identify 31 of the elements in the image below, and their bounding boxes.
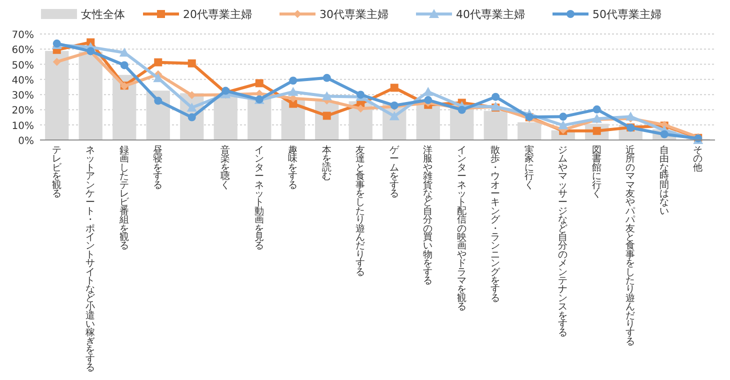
legend-label: 20代専業主婦 [183, 8, 252, 21]
x-tick-label: 昼寝をする [153, 145, 164, 191]
y-tick-label: 70% [12, 30, 34, 41]
x-tick-label: 音楽を聴く [220, 144, 231, 191]
y-tick-label: 30% [12, 90, 34, 102]
x-tick-label: 趣味をする [288, 144, 298, 191]
legend-label: 女性全体 [81, 8, 125, 21]
x-tick-label: 本を読む [322, 144, 332, 182]
x-tick-label: 実家に行く [524, 144, 534, 191]
category-label: 録画したテレビ番組を観る [119, 145, 130, 252]
x-tick-label: その他 [693, 145, 704, 174]
x-tick-label: 図書館に行く [592, 145, 602, 200]
x-tick-label: 自由な時間はない [659, 144, 670, 217]
x-tick-label: ゲームをする [389, 145, 400, 200]
y-tick-label: 60% [12, 45, 34, 56]
y-tick-label: 50% [12, 60, 34, 72]
category-label: 洋服や雑貨など自分の買い物をする [423, 145, 434, 286]
category-label: ジムやマッサージなど自分のメンテナンスをする [558, 145, 568, 339]
y-tick-label: 10% [12, 120, 34, 132]
category-label: ネットアンケート・ポイントサイトなど小遣い稼ぎをする [86, 145, 96, 374]
legend-label: 50代専業主婦 [592, 8, 662, 21]
x-tick-label: テレビを観る [52, 145, 63, 200]
category-label: 散歩・ウオーキング・ランニングをする [490, 145, 501, 304]
legend-label: 30代専業主婦 [320, 8, 388, 21]
y-tick-label: 0% [18, 136, 34, 147]
y-tick-label: 20% [12, 106, 34, 117]
y-tick-label: 40% [12, 75, 34, 86]
category-label: インターネット配信の映画やドラマを観る [456, 145, 467, 313]
category-label: 友達と食事をしたり遊んだりする [356, 145, 366, 278]
category-label: 近所のママ友やパパ友と食事をしたり遊んだりする [626, 145, 636, 348]
legend-label: 40代専業主婦 [456, 8, 525, 21]
